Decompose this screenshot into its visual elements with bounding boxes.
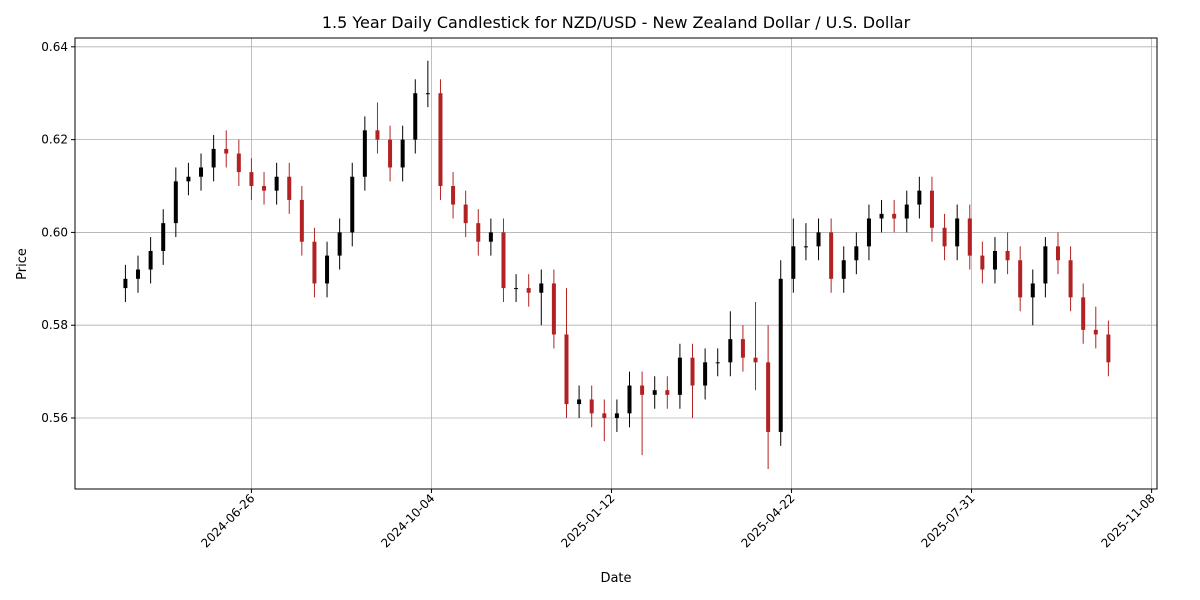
candle-body [173, 181, 178, 224]
y-tick-label: 0.60 [41, 225, 68, 239]
candle-body [917, 190, 922, 205]
candle-body [1030, 283, 1035, 298]
candle-body [766, 362, 771, 432]
candle-body [249, 172, 254, 187]
candle-body [1106, 334, 1111, 363]
candle-body [312, 241, 317, 284]
candle-body [791, 246, 796, 279]
candle-body [224, 148, 229, 154]
candle-body [539, 283, 544, 293]
y-axis-label: Price [15, 248, 30, 280]
candle-body [438, 93, 443, 187]
candle-body [690, 357, 695, 386]
candle-body [577, 399, 582, 405]
candle-body [236, 153, 241, 173]
candle-body [362, 130, 367, 177]
candle-body [451, 186, 456, 205]
candle-body [501, 232, 506, 289]
candle-body [526, 288, 531, 293]
candle-body [350, 176, 355, 233]
candle-body [325, 255, 330, 284]
candle-body [476, 223, 481, 242]
candle-body [186, 176, 191, 182]
candle-body [829, 232, 834, 279]
candle-body [929, 190, 934, 228]
candle-body [627, 385, 632, 414]
candle-body [955, 218, 960, 247]
candle-body [589, 399, 594, 414]
candle-body [1005, 250, 1010, 261]
candle-body [463, 204, 468, 224]
y-tick-label: 0.56 [41, 411, 68, 425]
candle-body [199, 167, 204, 177]
candle-body [514, 288, 519, 290]
candle-body [274, 176, 279, 191]
candle-body [942, 227, 947, 247]
candle-body [262, 186, 267, 191]
candle-body [602, 413, 607, 419]
candle-body [299, 199, 304, 242]
candle-body [980, 255, 985, 270]
candle-body [1081, 297, 1086, 330]
candle-body [375, 130, 380, 140]
candle-body [640, 385, 645, 395]
candle-body [337, 232, 342, 256]
candle-body [677, 357, 682, 395]
candle-body [992, 250, 997, 270]
y-tick-label: 0.58 [41, 318, 68, 332]
candle-body [703, 362, 708, 386]
candle-body [841, 260, 846, 279]
chart-title: 1.5 Year Daily Candlestick for NZD/USD -… [322, 13, 911, 32]
candle-body [1043, 246, 1048, 284]
candle-body [728, 339, 733, 363]
candle-body [778, 278, 783, 432]
candle-body [715, 362, 720, 364]
candle-body [400, 139, 405, 168]
candle-body [904, 204, 909, 219]
candle-body [425, 93, 430, 95]
candle-body [287, 176, 292, 200]
candle-body [652, 390, 657, 395]
candle-body [1055, 246, 1060, 261]
candle-body [892, 213, 897, 219]
candle-body [1018, 260, 1023, 298]
candle-body [879, 213, 884, 219]
candle-body [148, 250, 153, 270]
candle-body [161, 223, 166, 251]
y-tick-label: 0.62 [41, 133, 68, 147]
candle-body [967, 218, 972, 256]
candle-body [866, 218, 871, 247]
candle-body [665, 390, 670, 395]
plot-frame [74, 37, 1158, 490]
candle-body [803, 246, 808, 248]
candle-body [551, 283, 556, 335]
candle-body [1093, 329, 1098, 335]
candle-body [413, 93, 418, 140]
candle-body [488, 232, 493, 242]
candle-body [854, 246, 859, 261]
candle-body [136, 269, 141, 279]
candle-body [388, 139, 393, 168]
candle-body [816, 232, 821, 247]
candle-body [753, 357, 758, 363]
candle-body [740, 339, 745, 358]
candle-body [123, 278, 128, 289]
candle-body [211, 148, 216, 168]
candle-body [564, 334, 569, 405]
candle-body [1068, 260, 1073, 298]
y-tick-label: 0.64 [41, 40, 68, 54]
x-axis-label: Date [600, 571, 631, 586]
candle-body [614, 413, 619, 419]
